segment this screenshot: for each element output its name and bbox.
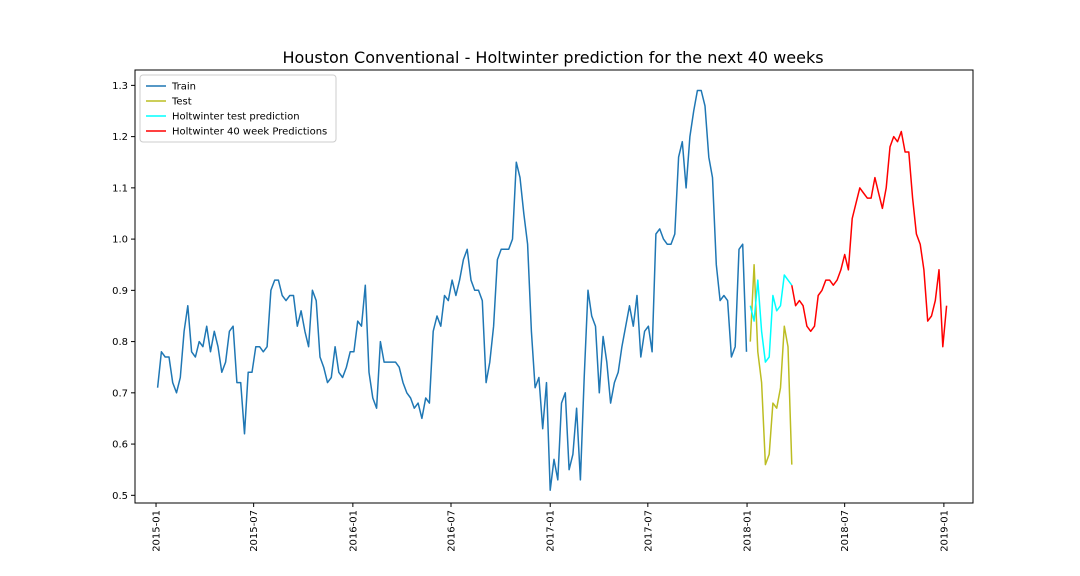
y-tick-label: 0.5 (112, 491, 128, 502)
x-tick-label: 2019-01 (939, 510, 950, 552)
legend-label-1: Test (171, 97, 192, 108)
x-tick-label: 2016-07 (447, 510, 458, 552)
chart-title: Houston Conventional - Holtwinter predic… (282, 48, 823, 67)
y-tick-label: 1.3 (112, 81, 128, 92)
x-tick-label: 2015-01 (152, 510, 163, 552)
plot-area (156, 89, 948, 491)
legend-label-2: Holtwinter test prediction (172, 112, 300, 123)
x-tick-label: 2017-07 (643, 510, 654, 552)
y-tick-label: 1.1 (112, 183, 128, 194)
x-tick-label: 2018-01 (743, 510, 754, 552)
y-tick-label: 0.6 (112, 440, 128, 451)
legend-label-3: Holtwinter 40 week Predictions (172, 127, 327, 138)
series-line-3 (791, 130, 948, 348)
y-tick-label: 1.2 (112, 132, 128, 143)
y-tick-label: 0.7 (112, 388, 128, 399)
series-line-0 (156, 89, 748, 491)
legend-label-0: Train (171, 82, 196, 93)
x-tick-label: 2017-01 (546, 510, 557, 552)
y-tick-label: 0.8 (112, 337, 128, 348)
legend-box (139, 74, 337, 143)
x-tick-label: 2016-01 (348, 510, 359, 552)
x-tick-label: 2018-07 (840, 510, 851, 552)
series-line-2 (749, 274, 793, 363)
x-tick-label: 2015-07 (249, 510, 260, 552)
series-line-1 (749, 263, 793, 466)
axes: 0.5 0.6 0.7 0.8 0.9 1.0 1.1 1.2 1.3 2015-01 2015-0… (112, 81, 950, 552)
legend: Train Test Holtwinter test prediction Holt… (139, 74, 337, 143)
y-tick-label: 0.9 (112, 286, 128, 297)
plot-frame (134, 69, 974, 504)
y-tick-label: 1.0 (112, 235, 128, 246)
